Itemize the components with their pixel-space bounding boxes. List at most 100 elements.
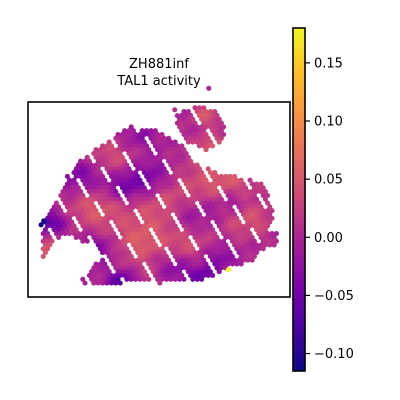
spot xyxy=(179,120,185,126)
spot xyxy=(111,231,117,237)
spot xyxy=(183,257,189,263)
spot xyxy=(181,154,187,160)
spot xyxy=(86,211,92,218)
spot xyxy=(166,211,172,218)
spot xyxy=(124,261,130,267)
spot xyxy=(225,192,231,199)
spot xyxy=(168,154,174,160)
spot xyxy=(102,276,108,282)
spot xyxy=(183,181,189,187)
spot xyxy=(172,238,178,244)
spot xyxy=(238,177,244,183)
spot xyxy=(130,143,136,149)
spot xyxy=(161,211,167,218)
spot xyxy=(122,211,128,218)
spot xyxy=(128,192,134,199)
spot xyxy=(207,139,213,145)
spot xyxy=(135,150,141,157)
spot xyxy=(201,250,207,256)
spot xyxy=(137,154,143,160)
spot xyxy=(265,215,271,221)
spot xyxy=(78,219,84,225)
spot xyxy=(111,170,117,176)
spot xyxy=(51,219,57,225)
spot xyxy=(137,177,143,183)
spot xyxy=(139,227,145,233)
spot xyxy=(216,238,222,244)
spot xyxy=(152,257,158,263)
spot xyxy=(106,246,112,252)
colorbar-tick-label: 0.00 xyxy=(314,231,343,246)
spot xyxy=(192,265,198,271)
spot xyxy=(194,109,200,115)
spot xyxy=(84,223,90,229)
spot xyxy=(240,181,246,187)
spot xyxy=(113,242,119,248)
spot xyxy=(75,192,81,199)
spot xyxy=(137,253,143,259)
spot xyxy=(58,215,64,221)
spot xyxy=(170,265,176,271)
spot xyxy=(157,234,163,240)
spot xyxy=(225,253,231,259)
spot xyxy=(91,166,97,172)
spot xyxy=(179,234,185,240)
spot xyxy=(144,272,150,279)
spot xyxy=(91,234,97,240)
spot xyxy=(139,242,145,248)
spot xyxy=(234,200,240,206)
spot xyxy=(113,150,119,157)
spot xyxy=(106,269,112,275)
spot xyxy=(247,253,253,259)
spot xyxy=(119,208,125,214)
spot xyxy=(117,272,123,279)
spot xyxy=(196,166,202,172)
spot xyxy=(199,238,205,244)
spot xyxy=(201,196,207,202)
spot xyxy=(122,219,128,225)
spot xyxy=(172,253,178,259)
spot xyxy=(234,246,240,252)
spot xyxy=(221,261,227,267)
spot xyxy=(194,177,200,183)
spot xyxy=(183,196,189,202)
spot xyxy=(163,154,169,160)
spot xyxy=(139,150,145,157)
spot xyxy=(89,208,95,214)
spot xyxy=(69,204,75,210)
spot xyxy=(137,223,143,229)
spot xyxy=(218,173,224,179)
spot xyxy=(130,227,136,233)
spot xyxy=(144,173,150,179)
spot xyxy=(108,234,114,240)
spot xyxy=(177,253,183,259)
spot xyxy=(183,166,189,172)
spot xyxy=(106,147,112,153)
spot xyxy=(199,223,205,229)
spot xyxy=(159,223,165,229)
spot xyxy=(69,196,75,202)
spot xyxy=(218,211,224,218)
spot xyxy=(133,139,139,145)
spot xyxy=(78,211,84,218)
spot xyxy=(207,231,213,237)
spot xyxy=(137,147,143,153)
spot xyxy=(47,242,53,248)
spot xyxy=(240,257,246,263)
spot xyxy=(130,196,136,202)
spot xyxy=(273,231,279,237)
spot xyxy=(45,215,51,221)
spot xyxy=(170,196,176,202)
spot xyxy=(135,181,141,187)
spot xyxy=(249,234,255,240)
spot xyxy=(265,192,271,199)
spot xyxy=(238,223,244,229)
spot xyxy=(104,158,110,164)
spot xyxy=(168,246,174,252)
spot xyxy=(152,242,158,248)
spot xyxy=(212,215,218,221)
spot xyxy=(137,208,143,214)
spot xyxy=(148,257,154,263)
spot xyxy=(133,162,139,168)
